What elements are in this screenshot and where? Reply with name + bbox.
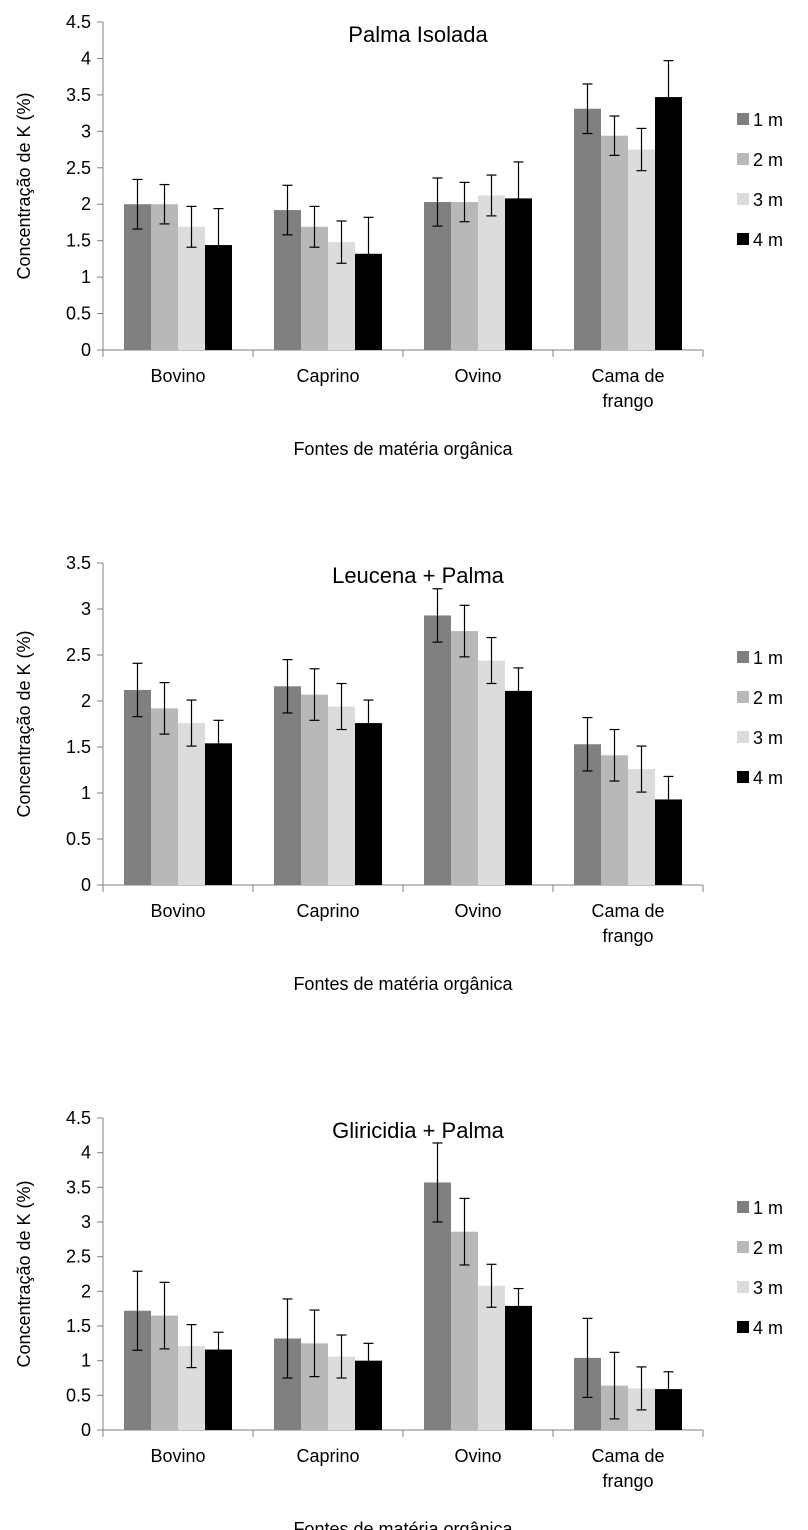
legend-label: 4 m bbox=[753, 1318, 783, 1338]
bar bbox=[151, 204, 178, 350]
y-tick-label: 3 bbox=[81, 1212, 91, 1232]
y-tick-label: 3 bbox=[81, 599, 91, 619]
bar bbox=[328, 707, 355, 885]
chart-panel-3: 0 0.5 1 1.5 2 2.5 3 3.5 4 4.5 Bovino Caprino Ovino Ca… bbox=[14, 1108, 783, 1530]
legend-label: 3 m bbox=[753, 1278, 783, 1298]
bar bbox=[628, 150, 655, 350]
x-axis-label: Fontes de matéria orgânica bbox=[293, 974, 513, 994]
x-tick-label: Caprino bbox=[296, 901, 359, 921]
y-tick-label: 2.5 bbox=[66, 645, 91, 665]
bar bbox=[124, 690, 151, 885]
legend-label: 1 m bbox=[753, 110, 783, 130]
bar bbox=[355, 723, 382, 885]
chart-panel-1: 0 0.5 1 1.5 2 2.5 3 3.5 4 4.5 Bovino Caprino Ovino Ca… bbox=[14, 12, 783, 459]
bar bbox=[151, 708, 178, 885]
x-tick-label: Ovino bbox=[454, 901, 501, 921]
bar bbox=[655, 97, 682, 350]
x-tick-label: frango bbox=[602, 391, 653, 411]
legend-label: 2 m bbox=[753, 150, 783, 170]
y-tick-label: 2.5 bbox=[66, 158, 91, 178]
y-tick-label: 2 bbox=[81, 1281, 91, 1301]
y-tick-label: 3 bbox=[81, 121, 91, 141]
x-tick-label: Cama de bbox=[591, 1446, 664, 1466]
y-tick-label: 2 bbox=[81, 691, 91, 711]
y-tick-label: 4.5 bbox=[66, 12, 91, 32]
x-tick-label: frango bbox=[602, 926, 653, 946]
bar bbox=[478, 195, 505, 350]
y-tick-label: 0 bbox=[81, 875, 91, 895]
y-tick-label: 4 bbox=[81, 1143, 91, 1163]
chart-title: Gliricidia + Palma bbox=[332, 1118, 505, 1143]
y-tick-label: 2.5 bbox=[66, 1247, 91, 1267]
x-tick-label: Cama de bbox=[591, 366, 664, 386]
y-tick-label: 2 bbox=[81, 194, 91, 214]
x-tick-label: Bovino bbox=[150, 366, 205, 386]
y-tick-label: 0.5 bbox=[66, 304, 91, 324]
bar bbox=[505, 1306, 532, 1430]
chart-panel-2: 0 0.5 1 1.5 2 2.5 3 3.5 Bovino Caprino Ovino Cama d… bbox=[14, 553, 783, 994]
y-tick-label: 1.5 bbox=[66, 231, 91, 251]
bar bbox=[301, 695, 328, 885]
legend-swatch bbox=[737, 1241, 749, 1253]
y-tick-label: 0.5 bbox=[66, 829, 91, 849]
bar bbox=[178, 723, 205, 885]
y-tick-label: 1.5 bbox=[66, 1316, 91, 1336]
y-tick-label: 4 bbox=[81, 48, 91, 68]
y-axis-label: Concentração de K (%) bbox=[14, 92, 34, 279]
bar bbox=[451, 202, 478, 350]
y-axis-label: Concentração de K (%) bbox=[14, 630, 34, 817]
x-tick-label: Caprino bbox=[296, 1446, 359, 1466]
y-tick-label: 0 bbox=[81, 340, 91, 360]
bar bbox=[601, 136, 628, 350]
y-tick-label: 3.5 bbox=[66, 553, 91, 573]
bar bbox=[505, 691, 532, 885]
x-axis-label: Fontes de matéria orgânica bbox=[293, 1519, 513, 1530]
legend-label: 3 m bbox=[753, 728, 783, 748]
bar bbox=[274, 686, 301, 885]
bar bbox=[574, 109, 601, 350]
legend-swatch bbox=[737, 193, 749, 205]
x-tick-label: Ovino bbox=[454, 1446, 501, 1466]
legend-swatch bbox=[737, 1321, 749, 1333]
chart-title: Palma Isolada bbox=[348, 22, 488, 47]
legend-label: 2 m bbox=[753, 688, 783, 708]
y-tick-label: 0.5 bbox=[66, 1385, 91, 1405]
x-tick-label: Bovino bbox=[150, 1446, 205, 1466]
y-tick-label: 1 bbox=[81, 267, 91, 287]
y-tick-label: 1 bbox=[81, 783, 91, 803]
y-tick-label: 3.5 bbox=[66, 1177, 91, 1197]
legend-label: 4 m bbox=[753, 230, 783, 250]
legend-label: 2 m bbox=[753, 1238, 783, 1258]
y-tick-label: 0 bbox=[81, 1420, 91, 1440]
x-tick-label: Caprino bbox=[296, 366, 359, 386]
x-tick-label: frango bbox=[602, 1471, 653, 1491]
legend-swatch bbox=[737, 771, 749, 783]
legend-label: 3 m bbox=[753, 190, 783, 210]
legend-swatch bbox=[737, 153, 749, 165]
legend-swatch bbox=[737, 731, 749, 743]
legend-label: 1 m bbox=[753, 1198, 783, 1218]
y-tick-label: 1.5 bbox=[66, 737, 91, 757]
x-tick-label: Bovino bbox=[150, 901, 205, 921]
x-tick-label: Cama de bbox=[591, 901, 664, 921]
legend-swatch bbox=[737, 1281, 749, 1293]
y-tick-label: 1 bbox=[81, 1351, 91, 1371]
chart-title: Leucena + Palma bbox=[332, 563, 505, 588]
bar bbox=[424, 615, 451, 885]
y-tick-label: 4.5 bbox=[66, 1108, 91, 1128]
x-axis-label: Fontes de matéria orgânica bbox=[293, 439, 513, 459]
y-tick-label: 3.5 bbox=[66, 85, 91, 105]
legend-swatch bbox=[737, 651, 749, 663]
legend-swatch bbox=[737, 691, 749, 703]
legend-swatch bbox=[737, 1201, 749, 1213]
x-tick-label: Ovino bbox=[454, 366, 501, 386]
legend-swatch bbox=[737, 113, 749, 125]
bar bbox=[478, 661, 505, 885]
legend-label: 1 m bbox=[753, 648, 783, 668]
bar bbox=[451, 631, 478, 885]
legend-swatch bbox=[737, 233, 749, 245]
y-axis-label: Concentração de K (%) bbox=[14, 1180, 34, 1367]
legend-label: 4 m bbox=[753, 768, 783, 788]
